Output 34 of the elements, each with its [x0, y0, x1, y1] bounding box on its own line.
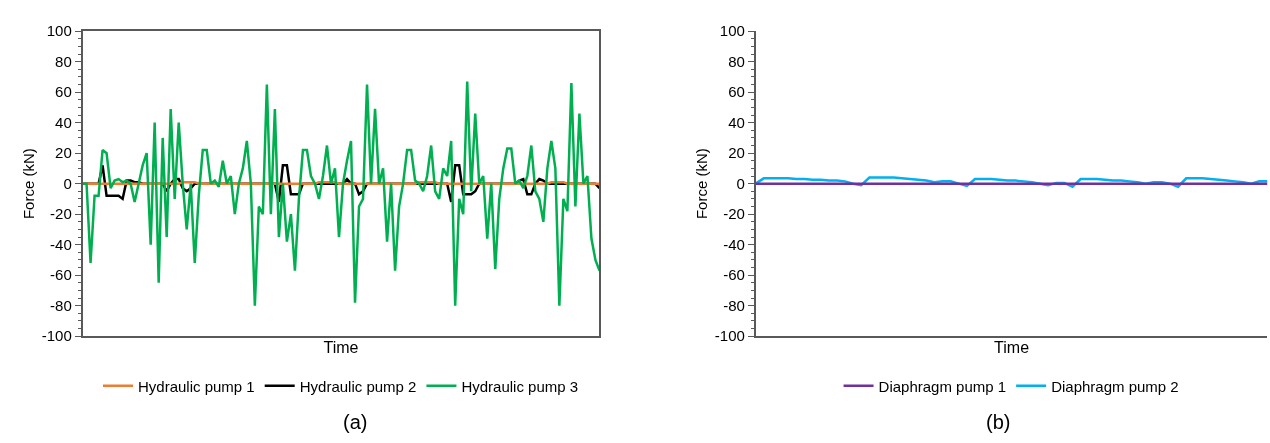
y-axis-title: Force (kN)	[19, 148, 37, 220]
text: (b)	[986, 411, 1011, 433]
text: (a)	[343, 411, 368, 433]
y-tick-label: 60	[55, 83, 72, 101]
legend-label: Hydraulic pump 2	[299, 377, 417, 395]
x-axis-title: Time	[323, 338, 359, 356]
legend-label: Diaphragm pump 1	[878, 377, 1007, 395]
y-tick-label: 80	[728, 52, 745, 70]
y-tick-label: 40	[728, 113, 745, 131]
y-tick-label: 20	[728, 144, 745, 162]
y-tick-label: -20	[50, 205, 72, 223]
y-tick-label: -40	[723, 235, 745, 253]
y-axis-title: Force (kN)	[692, 148, 710, 220]
legend-label: Hydraulic pump 1	[137, 377, 255, 395]
y-tick-label: 40	[55, 113, 72, 131]
y-tick-label: 100	[46, 22, 72, 40]
y-tick-label: -80	[723, 296, 745, 314]
y-tick-label: -20	[723, 205, 745, 223]
y-tick-label: -40	[50, 235, 72, 253]
legend-label: Diaphragm pump 2	[1051, 377, 1179, 395]
x-axis-title: Time	[994, 338, 1030, 356]
y-tick-label: -80	[50, 296, 72, 314]
y-tick-label: -60	[723, 266, 745, 284]
y-tick-label: 0	[736, 174, 745, 192]
y-tick-label: 20	[55, 144, 72, 162]
legend-label: Hydraulic pump 3	[461, 377, 579, 395]
y-tick-label: 100	[719, 22, 745, 40]
y-tick-label: -100	[41, 327, 72, 345]
y-tick-label: -60	[50, 266, 72, 284]
y-tick-label: 60	[728, 83, 745, 101]
line-series	[82, 80, 600, 307]
y-tick-label: -100	[714, 327, 745, 345]
y-tick-label: 80	[55, 52, 72, 70]
y-tick-label: 0	[63, 174, 72, 192]
